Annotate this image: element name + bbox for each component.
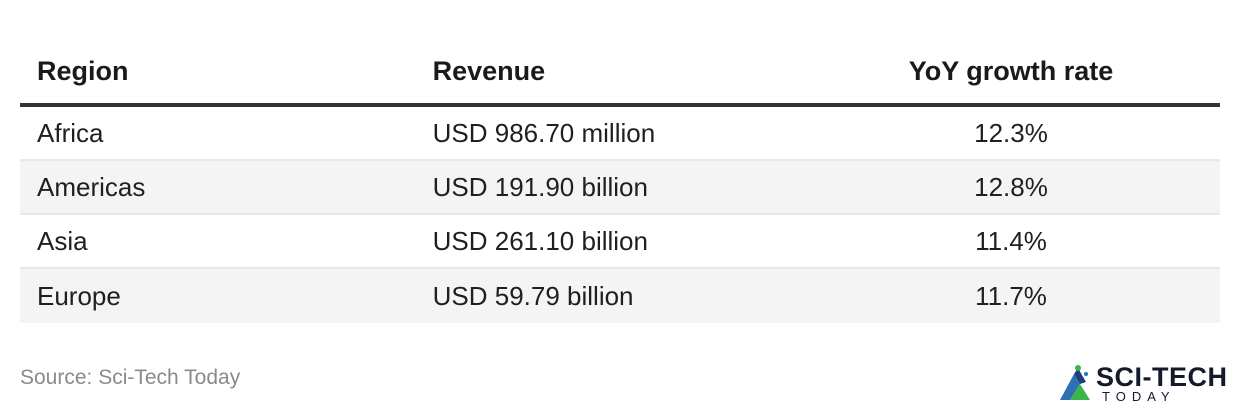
cell-growth: 12.8%: [974, 171, 1048, 202]
table-row: Asia USD 261.10 billion 11.4%: [20, 215, 1220, 269]
cell-region: Africa: [37, 117, 104, 148]
table-header: Region Revenue YoY growth rate: [20, 40, 1220, 107]
sci-tech-today-logo: SCI-TECH TODAY: [1056, 360, 1234, 406]
cell-growth: 11.7%: [975, 280, 1047, 311]
cell-revenue: USD 59.79 billion: [432, 280, 634, 311]
header-revenue: Revenue: [432, 56, 546, 86]
cell-revenue: USD 191.90 billion: [432, 171, 648, 202]
cell-growth: 12.3%: [974, 117, 1048, 148]
source-note: Source: Sci-Tech Today: [20, 366, 241, 389]
cell-revenue: USD 986.70 million: [432, 117, 656, 148]
cell-region: Europe: [37, 280, 121, 311]
cell-growth: 11.4%: [975, 225, 1047, 256]
logo-subtitle: TODAY: [1102, 389, 1176, 404]
header-yoy-growth-rate: YoY growth rate: [908, 56, 1114, 86]
sci-tech-mountain-logo-icon: [1060, 365, 1090, 400]
cell-region: Asia: [37, 225, 88, 256]
cell-region: Americas: [37, 171, 146, 202]
cell-revenue: USD 261.10 billion: [432, 225, 648, 256]
table-row: Africa USD 986.70 million 12.3%: [20, 107, 1220, 161]
table-row: Americas USD 191.90 billion 12.8%: [20, 161, 1220, 215]
data-table: Region Revenue YoY growth rate Africa US…: [20, 40, 1220, 323]
table-row: Europe USD 59.79 billion 11.7%: [20, 269, 1220, 323]
header-region: Region: [37, 56, 129, 86]
logo-wordmark: SCI-TECH: [1096, 362, 1228, 392]
